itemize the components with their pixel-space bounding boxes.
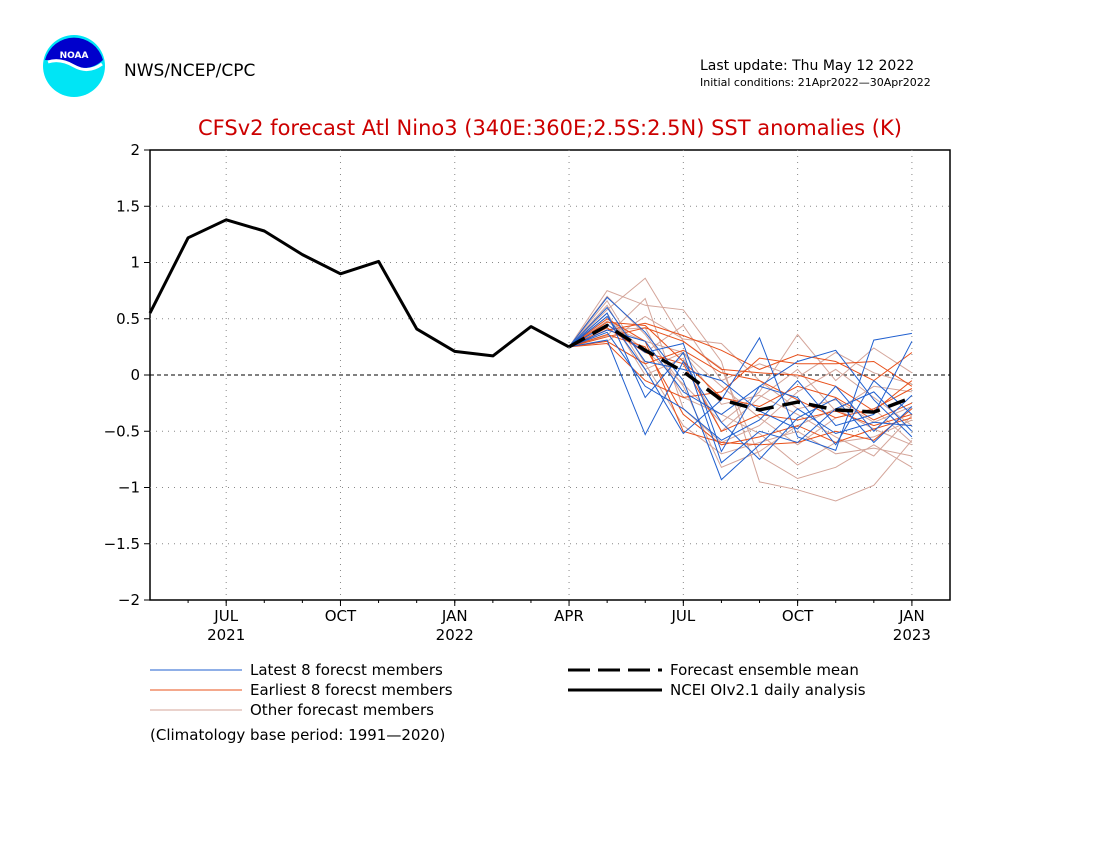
series-latest-member [568, 315, 912, 452]
series-other-member [568, 297, 913, 444]
y-tick-label: 0 [130, 366, 140, 384]
series-ensemble-mean [568, 323, 913, 414]
series-earliest-member [568, 342, 913, 399]
climatology-note: (Climatology base period: 1991—2020) [150, 726, 445, 744]
series-latest-member [568, 312, 913, 464]
last-update: Last update: Thu May 12 2022 [700, 58, 914, 74]
org-label: NWS/NCEP/CPC [124, 61, 255, 81]
y-tick-label: −1 [118, 479, 140, 497]
series-earliest-member [568, 327, 913, 412]
x-tick-label: OCT [782, 607, 814, 625]
legend: Latest 8 forecst members Earliest 8 fore… [150, 661, 866, 744]
series-observed [148, 218, 570, 358]
legend-label-observed: NCEI OIv2.1 daily analysis [670, 681, 866, 699]
y-axis: 2 1.5 1 0.5 0 −0.5 −1 −1.5 −2 [104, 141, 150, 609]
x-tick-label: OCT [325, 607, 357, 625]
x-tick-year-label: 2023 [893, 626, 931, 644]
x-tick-label: JUL [213, 607, 238, 625]
x-tick-year-label: 2021 [207, 626, 245, 644]
legend-label-earliest: Earliest 8 forecst members [250, 681, 453, 699]
y-tick-label: −0.5 [104, 422, 140, 440]
x-tick-label: JAN [898, 607, 925, 625]
chart-title: CFSv2 forecast Atl Nino3 (340E:360E;2.5S… [198, 116, 902, 140]
y-tick-label: 1 [130, 254, 140, 272]
x-tick-label: JUL [670, 607, 695, 625]
series-layer [148, 218, 913, 502]
legend-label-other: Other forecast members [250, 701, 434, 719]
series-latest-member [568, 296, 912, 481]
y-tick-label: 2 [130, 141, 140, 159]
gridlines [150, 150, 950, 600]
legend-label-latest: Latest 8 forecst members [250, 661, 443, 679]
y-tick-label: −2 [118, 591, 140, 609]
x-tick-year-label: 2022 [436, 626, 474, 644]
series-latest-member [568, 329, 913, 446]
series-earliest-member [568, 322, 913, 382]
y-tick-label: 0.5 [116, 310, 140, 328]
x-tick-label: APR [554, 607, 584, 625]
y-tick-label: −1.5 [104, 535, 140, 553]
x-tick-label: JAN [441, 607, 468, 625]
y-tick-label: 1.5 [116, 197, 140, 215]
noaa-logo: NOAA [43, 35, 105, 97]
series-other-member [568, 327, 913, 466]
series-other-member [568, 289, 913, 502]
logo-text: NOAA [60, 51, 89, 61]
legend-label-mean: Forecast ensemble mean [670, 661, 859, 679]
series-latest-member [568, 306, 913, 433]
series-earliest-member [568, 327, 913, 432]
initial-conditions: Initial conditions: 21Apr2022—30Apr2022 [700, 76, 931, 89]
series-other-member [568, 277, 913, 480]
series-latest-member [568, 339, 913, 461]
series-latest-member [568, 331, 913, 441]
